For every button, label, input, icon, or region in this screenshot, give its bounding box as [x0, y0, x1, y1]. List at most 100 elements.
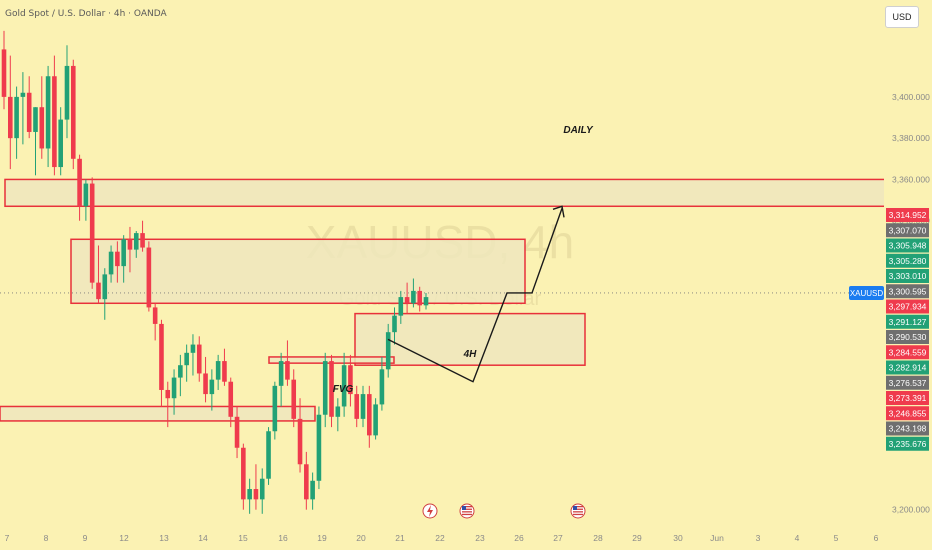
candle-body — [310, 480, 315, 500]
price-label — [886, 421, 929, 436]
candle-body — [64, 65, 70, 120]
x-tick-label: 20 — [356, 533, 366, 543]
candle-body — [348, 365, 353, 395]
candle-body — [259, 478, 265, 500]
candle-body — [385, 332, 391, 370]
candle-body — [278, 361, 284, 386]
candle-body — [215, 361, 221, 380]
x-tick-label: Jun — [710, 533, 724, 543]
price-label — [886, 253, 929, 268]
price-label — [886, 284, 929, 299]
candle-body — [360, 394, 366, 419]
candle-body — [45, 76, 51, 149]
candle-body — [127, 239, 133, 250]
price-label-text: 3,273.391 — [889, 393, 927, 403]
candle-body — [121, 239, 126, 267]
price-label — [886, 391, 929, 405]
candle-body — [417, 290, 423, 306]
candle-body — [14, 96, 19, 139]
candle-body — [133, 233, 139, 250]
x-tick-label: 15 — [238, 533, 248, 543]
time-axis[interactable] — [0, 526, 932, 550]
price-label — [886, 375, 929, 390]
candle-body — [297, 418, 303, 465]
price-label-text: 3,282.914 — [889, 363, 927, 373]
us-flag-icon[interactable] — [570, 503, 586, 519]
zone-box[interactable] — [4, 178, 886, 208]
candle-body — [165, 389, 171, 399]
projection-path[interactable] — [387, 208, 563, 383]
price-label-text: 3,303.010 — [889, 271, 927, 281]
candle-body — [341, 365, 347, 407]
candle-body — [33, 107, 38, 132]
price-label-text: 3,290.530 — [889, 332, 927, 342]
candle-body — [140, 233, 145, 248]
x-tick-label: 27 — [553, 533, 563, 543]
price-label — [886, 299, 929, 314]
candle-body — [190, 344, 196, 353]
candle-body — [354, 394, 360, 419]
zone-box[interactable] — [70, 238, 526, 305]
y-tick-label: 3,400.000 — [892, 92, 930, 102]
candle-body — [108, 251, 114, 275]
price-label — [886, 314, 929, 329]
x-tick-label: 5 — [834, 533, 839, 543]
x-tick-label: 16 — [278, 533, 288, 543]
candle-body — [411, 290, 416, 304]
current-symbol-label: XAUUSD — [850, 289, 884, 298]
currency-button[interactable]: USD — [885, 6, 919, 28]
price-label-text: 3,246.855 — [889, 408, 927, 418]
candle-body — [52, 76, 57, 168]
candle-body — [241, 447, 246, 500]
candle-body — [96, 282, 101, 300]
x-tick-label: 14 — [198, 533, 208, 543]
projection-arrowhead — [552, 205, 565, 218]
symbol-title[interactable]: Gold Spot / U.S. Dollar · 4h · OANDA — [5, 9, 167, 19]
price-label-text: 3,284.559 — [889, 347, 927, 357]
candle-body — [379, 369, 385, 405]
y-tick-label: 3,380.000 — [892, 133, 930, 143]
price-label — [886, 269, 929, 283]
zone-box[interactable] — [0, 405, 316, 422]
candle-body — [423, 297, 429, 306]
price-label-text: 3,291.127 — [889, 317, 927, 327]
candle-body — [152, 307, 158, 324]
candle-body — [171, 377, 177, 399]
candle-body — [196, 344, 202, 374]
candle-body — [159, 323, 164, 390]
candle-body — [39, 107, 45, 149]
candle-body — [253, 489, 259, 500]
candle-body — [184, 352, 189, 366]
candle-body — [77, 158, 82, 207]
candle-body — [102, 274, 108, 300]
candle-body — [222, 361, 227, 382]
candle-body — [322, 361, 328, 415]
candle-body — [203, 373, 208, 395]
price-label — [886, 238, 929, 253]
h4-label: 4H — [463, 349, 478, 360]
x-tick-label: 28 — [593, 533, 603, 543]
price-label — [886, 345, 929, 360]
price-label-text: 3,314.952 — [889, 210, 927, 220]
candle-body — [272, 385, 278, 432]
candle-body — [335, 406, 341, 417]
x-tick-label: 3 — [756, 533, 761, 543]
x-tick-label: 13 — [159, 533, 169, 543]
candle-body — [266, 431, 271, 479]
candle-body — [209, 379, 215, 395]
price-label-text: 3,297.934 — [889, 302, 927, 312]
candle-body — [26, 92, 32, 132]
candle-body — [373, 404, 378, 436]
x-tick-label: 30 — [673, 533, 683, 543]
us-flag-icon[interactable] — [459, 503, 475, 519]
candle-body — [83, 183, 89, 207]
candle-body — [20, 92, 26, 97]
x-tick-label: 22 — [435, 533, 445, 543]
candle-body — [89, 183, 95, 283]
candle-body — [392, 315, 397, 333]
x-tick-label: 26 — [514, 533, 524, 543]
event-bolt-icon[interactable] — [422, 503, 438, 519]
candle-body — [247, 489, 252, 500]
